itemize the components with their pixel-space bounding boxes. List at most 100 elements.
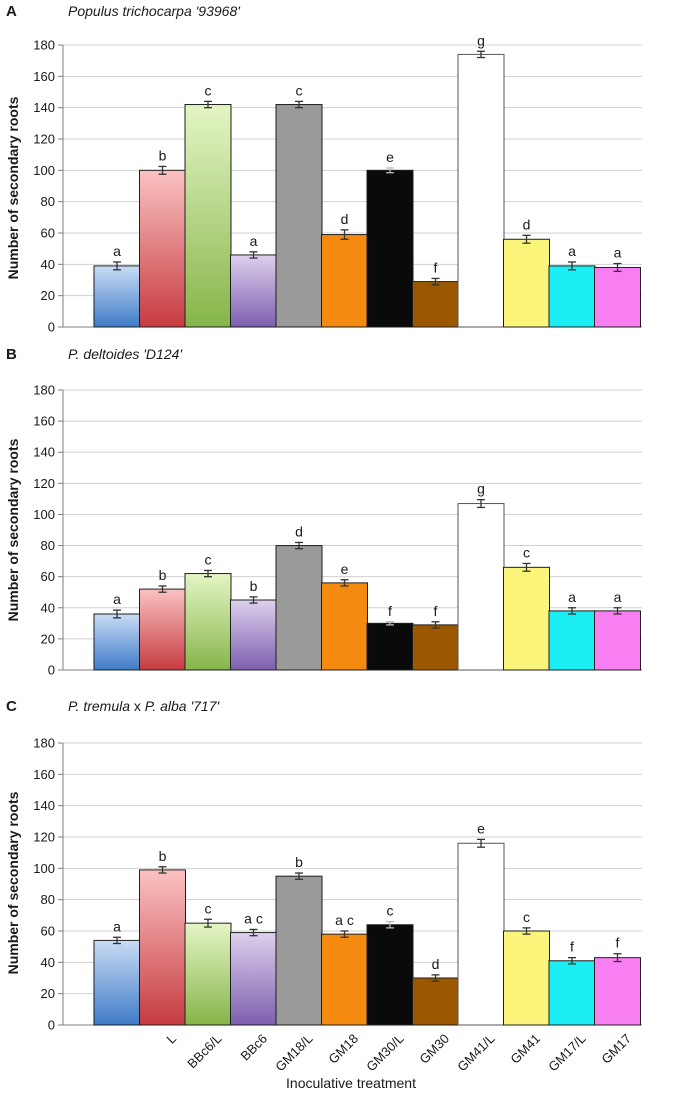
- panel-c-y-axis-label: Number of secondary roots: [5, 791, 21, 974]
- panel-b-letter: B: [6, 346, 17, 363]
- panel-b-bar: [230, 599, 277, 671]
- panel-b-plot: 0 20 40 60 80 100 120 140 160 180 a b c b d e f f g c a a: [33, 383, 642, 678]
- panel-a-letter: A: [6, 3, 17, 20]
- panel-a-plot: 0 20 40 60 80 100 120 140 160 180 a b c a c d e f g d a a: [33, 32, 642, 335]
- panel-c-title-clone: '717': [187, 698, 221, 714]
- panel-a-bar: [548, 265, 596, 328]
- panel-c-bar: [321, 933, 368, 1026]
- x-category-label: GM30/L: [363, 1031, 406, 1074]
- panel-c-y-tick-label: 40: [41, 955, 55, 970]
- panel-b-y-tick-label: 40: [41, 600, 55, 615]
- panel-c-significance-letter: b: [159, 848, 167, 864]
- panel-b-significance-letter: d: [295, 523, 303, 539]
- panel-a-significance-letter: e: [386, 149, 394, 165]
- panel-b-bar: [93, 613, 141, 671]
- panel-c-title-species-1: P. tremula: [68, 698, 130, 714]
- panel-b-significance-letter: c: [523, 544, 530, 560]
- panel-a-significance-letter: a: [568, 243, 576, 259]
- panel-b-title: P. deltoides 'D124': [68, 346, 183, 362]
- panel-a-significance-letter: a: [614, 245, 622, 261]
- panel-a-significance-letter: d: [341, 211, 349, 227]
- panel-c-bar: [275, 875, 323, 1026]
- panel-a-bar: [93, 265, 141, 328]
- panel-b-significance-letter: c: [205, 551, 212, 567]
- panel-c-bar: [503, 930, 550, 1026]
- panel-a-y-axis-label: Number of secondary roots: [5, 96, 21, 279]
- panel-a-significance-letter: a: [113, 243, 121, 259]
- panel-b-y-tick-label: 120: [33, 476, 55, 491]
- panel-b-significance-letter: b: [250, 578, 258, 594]
- panel-c-significance-letter: a c: [244, 910, 263, 926]
- panel-a-y-tick-label: 100: [33, 163, 55, 178]
- x-axis-label: Inoculative treatment: [286, 1075, 416, 1091]
- panel-a-title: Populus trichocarpa '93968': [68, 3, 241, 19]
- panel-c-y-tick-label: 0: [48, 1018, 55, 1033]
- panel-a-y-tick-label: 120: [33, 132, 55, 147]
- panel-b-y-tick-label: 160: [33, 414, 55, 429]
- panel-c-significance-letter: f: [616, 935, 620, 951]
- panel-b-bar: [594, 610, 641, 671]
- panel-b-bar: [548, 610, 596, 671]
- panel-a-y-tick-label: 180: [33, 38, 55, 53]
- x-category-label: GM17: [598, 1031, 634, 1067]
- panel-c-significance-letter: c: [205, 900, 212, 916]
- panel-c-significance-letter: a c: [335, 912, 354, 928]
- panel-a-y-tick-label: 140: [33, 100, 55, 115]
- panel-b-y-tick-label: 20: [41, 631, 55, 646]
- panel-a-bar: [275, 104, 323, 328]
- panel-b-y-tick-label: 80: [41, 538, 55, 553]
- panel-b-bar: [366, 622, 414, 671]
- panel-c-bar: [230, 932, 277, 1026]
- panel-a-y-tick-label: 80: [41, 194, 55, 209]
- panel-b-bar: [321, 582, 368, 671]
- panel-a-y-tick-label: 0: [48, 320, 55, 335]
- panel-a-y-tick-label: 160: [33, 69, 55, 84]
- panel-b-y-tick-label: 100: [33, 507, 55, 522]
- panel-c-title-cross: x: [130, 698, 145, 714]
- panel-b-significance-letter: f: [434, 603, 438, 619]
- panel-a-y-tick-label: 20: [41, 288, 55, 303]
- x-category-label: GM41/L: [454, 1031, 497, 1074]
- panel-b-significance-letter: a: [113, 591, 121, 607]
- x-category-label: L: [163, 1031, 179, 1047]
- panel-b-bar: [457, 503, 505, 671]
- panel-a-y-tick-label: 60: [41, 226, 55, 241]
- panel-a-significance-letter: d: [523, 216, 531, 232]
- panel-a-significance-letter: c: [296, 82, 303, 98]
- panel-a-bar: [184, 104, 232, 328]
- panel-c-significance-letter: f: [570, 939, 574, 955]
- panel-b-significance-letter: b: [159, 567, 167, 583]
- panel-c-bar: [184, 922, 232, 1026]
- panel-c: C P. tremula x P. alba '717' Number of s…: [5, 698, 642, 1074]
- panel-c-y-tick-label: 60: [41, 924, 55, 939]
- panel-c-significance-letter: e: [477, 820, 485, 836]
- panel-a-significance-letter: f: [434, 259, 438, 275]
- panel-b-significance-letter: a: [568, 589, 576, 605]
- panel-c-bar: [93, 939, 141, 1026]
- panel-a-bar: [366, 169, 414, 328]
- panel-a-bar: [503, 238, 550, 328]
- x-category-label: GM30: [416, 1031, 452, 1067]
- panel-b-significance-letter: g: [477, 481, 485, 497]
- panel-b-y-tick-label: 60: [41, 569, 55, 584]
- x-category-label: GM18: [325, 1031, 361, 1067]
- panel-c-letter: C: [6, 698, 17, 715]
- x-category-label: GM17/L: [545, 1031, 588, 1074]
- panel-c-significance-letter: d: [432, 956, 440, 972]
- panel-b-y-tick-label: 140: [33, 445, 55, 460]
- panel-c-bar: [594, 957, 641, 1026]
- panel-c-bar: [366, 924, 414, 1026]
- panel-c-significance-letter: a: [113, 918, 121, 934]
- panel-c-y-tick-label: 100: [33, 861, 55, 876]
- panel-c-y-tick-label: 140: [33, 798, 55, 813]
- panel-b-bar: [139, 588, 186, 671]
- panel-c-y-tick-label: 20: [41, 986, 55, 1001]
- panel-c-significance-letter: c: [387, 903, 394, 919]
- panel-a-bar: [457, 53, 505, 328]
- panel-b-significance-letter: a: [614, 589, 622, 605]
- panel-b-y-tick-label: 0: [48, 663, 55, 678]
- panel-c-y-tick-label: 160: [33, 767, 55, 782]
- panel-b-y-axis-label: Number of secondary roots: [5, 438, 21, 621]
- panel-a-significance-letter: a: [250, 233, 258, 249]
